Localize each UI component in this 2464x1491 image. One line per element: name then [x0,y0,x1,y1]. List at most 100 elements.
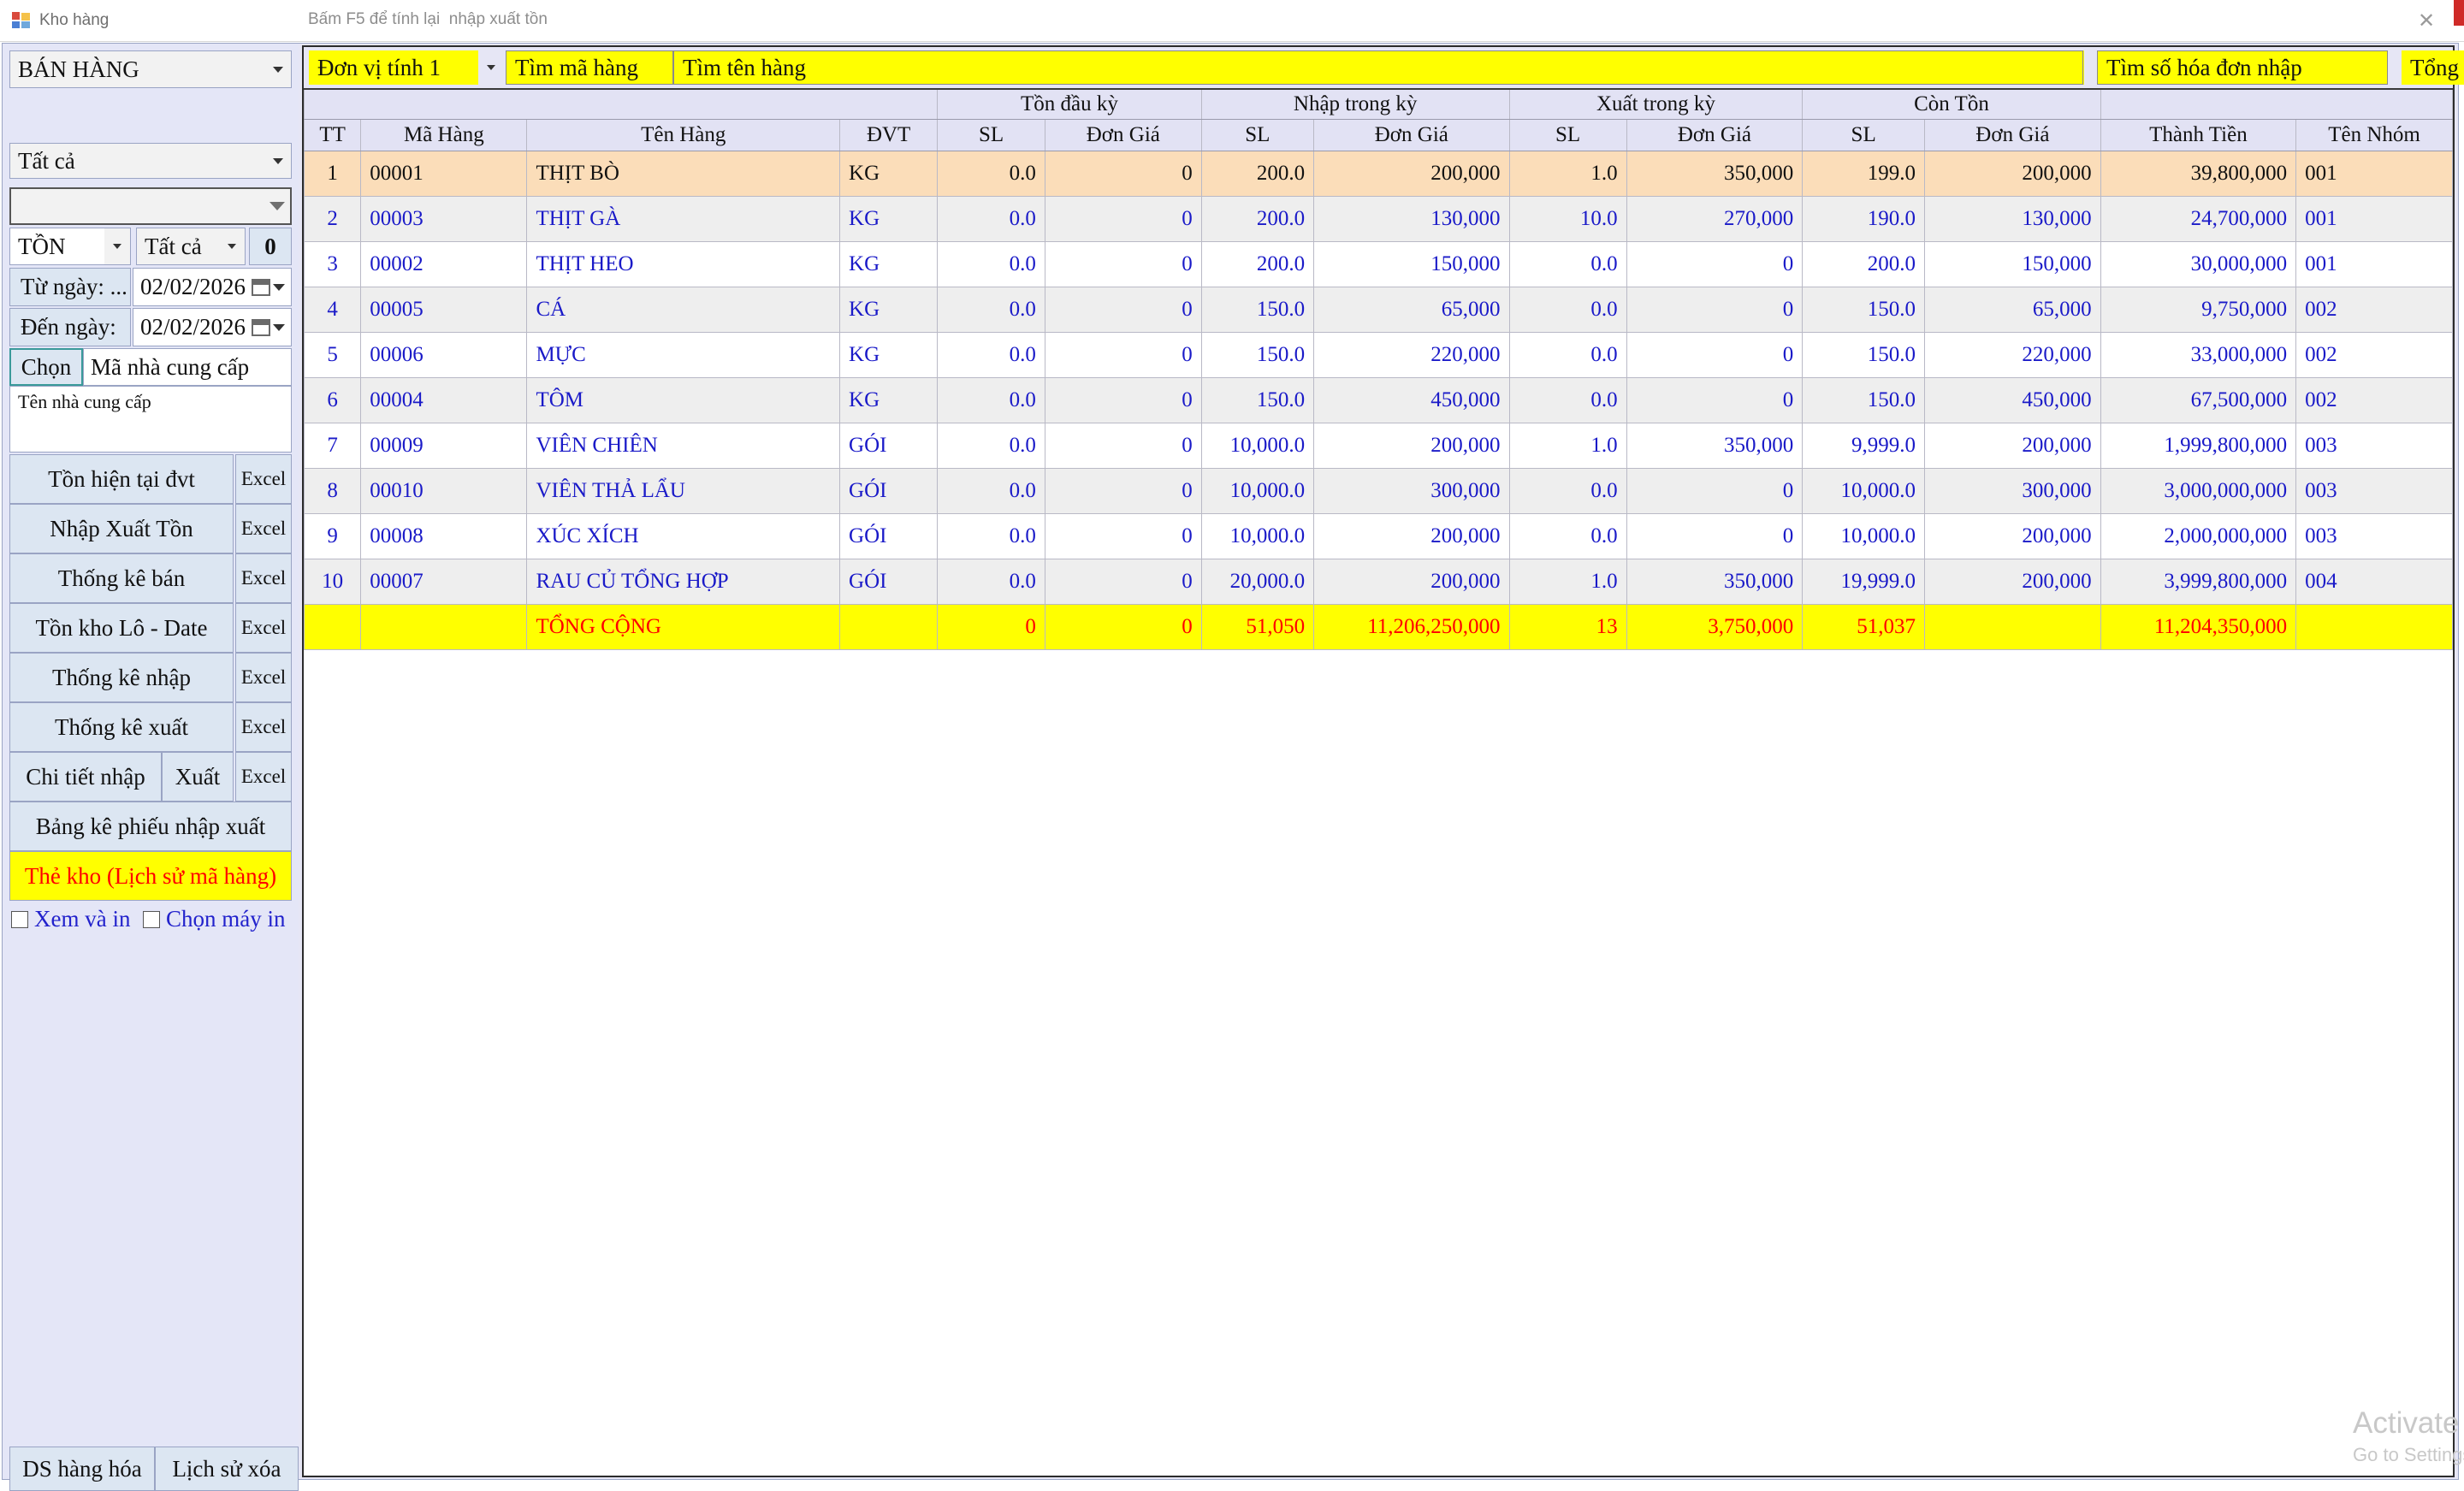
cell-dk_sl: 0.0 [937,241,1045,287]
report-button-thong-ke-ban[interactable]: Thống kê bán [9,553,234,603]
report-button-ton-kho-lo-date[interactable]: Tồn kho Lô - Date [9,603,234,653]
chevron-down-icon[interactable] [219,228,245,264]
cell-tt_tien: 67,500,000 [2100,377,2297,423]
checkbox-icon[interactable] [143,910,160,928]
excel-button-3[interactable]: Excel [235,603,292,653]
main-panel: Đơn vị tính 1 Tìm mã hàng Tìm tên hàng T… [302,45,2464,1477]
excel-button-2[interactable]: Excel [235,553,292,603]
col-conton-sl[interactable]: SL [1802,119,1926,151]
to-date-field[interactable]: 02/02/2026 [133,308,292,346]
cell-np_sl: 10,000.0 [1200,423,1315,469]
cell-tt_tien: 24,700,000 [2100,196,2297,242]
chevron-down-icon[interactable] [265,144,291,178]
col-nhap-sl[interactable]: SL [1200,119,1315,151]
cell-dk_dg: 0 [1044,377,1202,423]
cell-nhom: 002 [2295,332,2453,378]
cell-tt: 1 [303,151,362,197]
unit-combo[interactable]: Đơn vị tính 1 [309,50,478,85]
filter-combo[interactable]: Tất cả [136,228,246,265]
table-row[interactable]: 4 00005 CÁ KG 0.0 0 150.0 65,000 0.0 0 150.0 65,000… [303,287,2453,333]
col-dvt[interactable]: ĐVT [839,119,939,151]
supplier-code-field[interactable]: Mã nhà cung cấp [83,348,292,386]
search-name-input[interactable]: Tìm tên hàng [673,50,2083,85]
search-toolbar: Đơn vị tính 1 Tìm mã hàng Tìm tên hàng T… [304,47,2464,88]
table-row[interactable]: 8 00010 VIÊN THẢ LẨU GÓI 0.0 0 10,000.0 300,000… [303,468,2453,514]
chevron-down-icon[interactable] [273,283,285,291]
group-combo[interactable]: Tất cả [9,143,292,179]
report-button-thong-ke-xuat[interactable]: Thống kê xuất [9,702,234,752]
chevron-down-icon[interactable] [265,51,291,87]
toolbar-gap [2083,50,2084,85]
choose-printer-checkbox[interactable]: Chọn máy in [143,906,286,932]
close-icon[interactable]: ✕ [2417,9,2436,33]
module-combo[interactable]: BÁN HÀNG [9,50,292,88]
checkbox-icon[interactable] [11,910,28,928]
to-date-label[interactable]: Đến ngày: [9,308,131,346]
detail-export-button[interactable]: Xuất [162,752,234,802]
view-and-print-checkbox[interactable]: Xem và in [11,906,130,932]
excel-button-0[interactable]: Excel [235,454,292,504]
choose-supplier-button[interactable]: Chọn [9,348,83,386]
cell-ct_sl: 200.0 [1802,241,1926,287]
total-cell-ma [360,604,528,650]
delete-history-button[interactable]: Lịch sử xóa [155,1447,299,1491]
cell-ma: 00003 [360,196,528,242]
col-tt[interactable]: TT [303,119,362,151]
app-window-icon [12,12,31,29]
goods-list-button[interactable]: DS hàng hóa [9,1447,155,1491]
excel-button-6[interactable]: Excel [235,752,292,802]
table-row[interactable]: 1 00001 THỊT BÒ KG 0.0 0 200.0 200,000 1.0 350,00… [303,151,2453,197]
search-code-input[interactable]: Tìm mã hàng [506,50,673,85]
warehouse-card-button[interactable]: Thẻ kho (Lịch sử mã hàng) [9,851,292,901]
table-row[interactable]: 10 00007 RAU CỦ TỔNG HỢP GÓI 0.0 0 20,000.0 200… [303,559,2453,605]
cell-np_dg: 300,000 [1313,468,1510,514]
statement-button[interactable]: Bảng kê phiếu nhập xuất [9,802,292,851]
cell-ten: RAU CỦ TỔNG HỢP [526,559,841,605]
report-button-nhap-xuat-ton[interactable]: Nhập Xuất Tồn [9,504,234,553]
col-dk-sl[interactable]: SL [937,119,1045,151]
cell-ten: MỰC [526,332,841,378]
chevron-down-icon[interactable] [104,228,130,264]
from-date-field[interactable]: 02/02/2026 [133,268,292,306]
table-row[interactable]: 7 00009 VIÊN CHIÊN GÓI 0.0 0 10,000.0 200,000 1.… [303,423,2453,469]
from-date-label[interactable]: Từ ngày: ... [9,268,131,306]
state-combo[interactable]: TỒN [9,228,131,265]
total-cell-dvt [839,604,939,650]
excel-button-5[interactable]: Excel [235,702,292,752]
cell-tt: 7 [303,423,362,469]
chevron-down-icon[interactable] [478,50,504,85]
table-row[interactable]: 9 00008 XÚC XÍCH GÓI 0.0 0 10,000.0 200,000 0.0 0… [303,513,2453,559]
table-row[interactable]: 3 00002 THỊT HEO KG 0.0 0 200.0 150,000 0.0 0 200.… [303,241,2453,287]
excel-button-4[interactable]: Excel [235,653,292,702]
report-button-ton-hien-tai[interactable]: Tồn hiện tại đvt [9,454,234,504]
quantity-stepper[interactable]: 0 [249,228,292,265]
table-row[interactable]: 6 00004 TÔM KG 0.0 0 150.0 450,000 0.0 0 150.0 450,… [303,377,2453,423]
excel-button-1[interactable]: Excel [235,504,292,553]
table-row[interactable]: 5 00006 MỰC KG 0.0 0 150.0 220,000 0.0 0 150.0 220,… [303,332,2453,378]
col-conton-dongia[interactable]: Đơn Giá [1924,119,2101,151]
chevron-down-icon[interactable] [264,189,290,223]
col-ten-hang[interactable]: Tên Hàng [526,119,841,151]
cell-dk_dg: 0 [1044,287,1202,333]
search-invoice-input[interactable]: Tìm số hóa đơn nhập [2097,50,2388,85]
col-nhap-dongia[interactable]: Đơn Giá [1313,119,1510,151]
total-cell-ct_sl: 51,037 [1802,604,1926,650]
col-ten-nhom[interactable]: Tên Nhóm [2295,119,2453,151]
supplier-name-field[interactable]: Tên nhà cung cấp [9,386,292,453]
table-row[interactable]: 2 00003 THỊT GÀ KG 0.0 0 200.0 130,000 10.0 270,0… [303,196,2453,242]
col-dk-dongia[interactable]: Đơn Giá [1044,119,1202,151]
col-thanh-tien[interactable]: Thành Tiền [2100,119,2297,151]
col-xuat-sl[interactable]: SL [1508,119,1627,151]
col-ma-hang[interactable]: Mã Hàng [360,119,528,151]
cell-np_sl: 150.0 [1200,377,1315,423]
col-xuat-dongia[interactable]: Đơn Giá [1626,119,1804,151]
report-button-thong-ke-nhap[interactable]: Thống kê nhập [9,653,234,702]
cell-dvt: GÓI [839,468,939,514]
cell-ten: THỊT HEO [526,241,841,287]
cell-dk_sl: 0.0 [937,287,1045,333]
chevron-down-icon[interactable] [273,323,285,331]
cell-tt: 10 [303,559,362,605]
detail-import-button[interactable]: Chi tiết nhập [9,752,162,802]
group-header-opening: Tồn đầu kỳ [937,88,1202,120]
search-combo[interactable] [9,187,292,225]
